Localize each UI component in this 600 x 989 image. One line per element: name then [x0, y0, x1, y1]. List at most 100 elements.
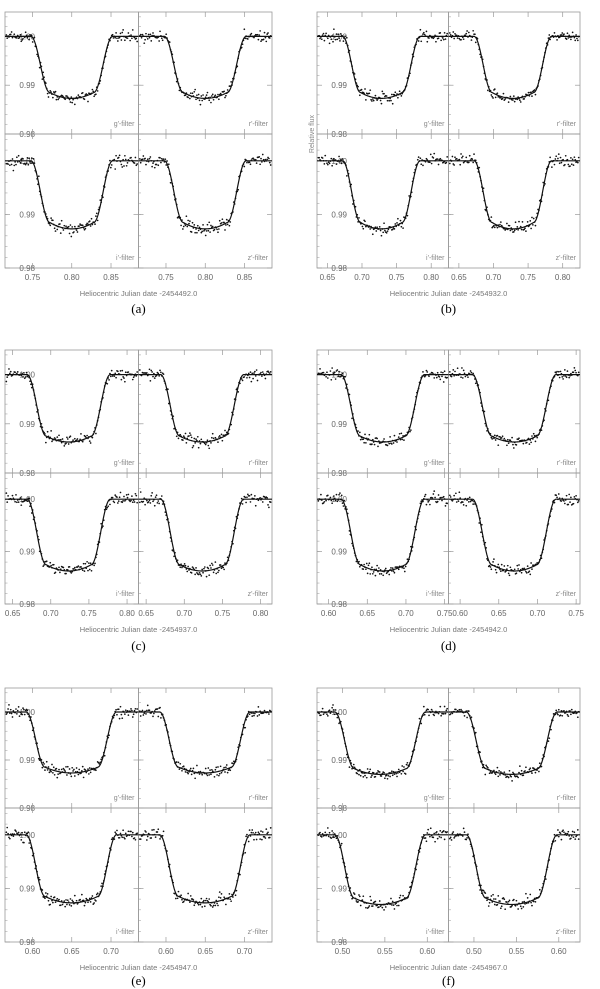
data-point	[449, 836, 452, 839]
model-curve	[5, 834, 139, 904]
chart-block-f: 0.980.991.00g'-filter r'-filter0.980.991.…	[316, 687, 581, 988]
data-point	[189, 220, 191, 222]
data-point	[443, 705, 446, 708]
data-point	[66, 438, 69, 440]
data-point	[331, 502, 333, 505]
filter-label: z'-filter	[248, 255, 269, 262]
data-point	[69, 435, 72, 438]
data-point	[449, 496, 452, 498]
data-point	[16, 37, 18, 39]
data-point	[199, 442, 202, 445]
data-point	[43, 564, 45, 566]
data-point	[338, 155, 340, 158]
data-point	[214, 768, 217, 771]
data-point	[47, 766, 50, 768]
data-point	[555, 155, 558, 158]
data-point	[199, 573, 202, 576]
data-point	[384, 777, 386, 780]
data-point	[160, 161, 162, 164]
data-point	[81, 765, 84, 768]
y-tick-label: 0.98	[331, 264, 347, 273]
data-point	[383, 92, 385, 95]
y-tick-label: 0.98	[331, 804, 347, 813]
data-points	[5, 154, 139, 238]
data-point	[152, 162, 154, 164]
data-point	[470, 716, 473, 719]
data-point	[422, 371, 424, 373]
data-point	[249, 163, 252, 166]
data-point	[440, 39, 442, 42]
data-point	[121, 31, 124, 34]
data-point	[256, 33, 259, 36]
data-point	[465, 156, 468, 159]
data-point	[557, 713, 559, 716]
data-point	[198, 773, 201, 775]
data-point	[126, 496, 129, 499]
data-point	[133, 374, 136, 377]
data-point	[143, 42, 146, 45]
data-point	[330, 38, 333, 41]
data-point	[439, 378, 442, 381]
data-point	[574, 838, 577, 840]
data-point	[451, 712, 454, 715]
data-point	[461, 156, 463, 159]
data-point	[331, 367, 333, 369]
panel-g-filter: 0.980.991.00g'-filter	[316, 11, 449, 139]
data-point	[206, 439, 209, 442]
data-point	[435, 376, 438, 379]
data-point	[122, 376, 124, 378]
data-point	[26, 156, 29, 159]
data-point	[462, 827, 465, 830]
data-point	[533, 434, 536, 437]
data-point	[436, 837, 439, 840]
data-point	[443, 370, 446, 373]
data-point	[81, 569, 84, 572]
data-point	[482, 889, 485, 892]
data-point	[339, 40, 341, 42]
data-point	[106, 506, 109, 509]
data-point	[196, 435, 199, 438]
data-point	[89, 901, 92, 903]
data-point	[450, 839, 453, 841]
data-point	[529, 220, 532, 222]
data-point	[454, 32, 456, 35]
data-point	[121, 836, 124, 839]
data-point	[400, 225, 403, 228]
data-point	[82, 899, 85, 902]
data-point	[507, 776, 510, 779]
data-point	[187, 565, 189, 568]
data-point	[518, 771, 520, 774]
data-point	[85, 223, 88, 226]
data-point	[388, 99, 391, 102]
data-point	[567, 37, 570, 39]
data-point	[404, 565, 407, 568]
data-point	[7, 495, 9, 497]
data-point	[365, 562, 368, 565]
data-point	[319, 368, 321, 370]
data-point	[422, 33, 424, 35]
data-point	[370, 98, 372, 101]
data-point	[126, 162, 129, 164]
data-point	[564, 502, 566, 505]
data-point	[157, 164, 160, 167]
data-point	[326, 827, 329, 829]
data-point	[52, 766, 55, 769]
data-point	[369, 573, 372, 575]
data-point	[520, 907, 523, 910]
data-point	[459, 163, 462, 166]
data-point	[324, 154, 327, 157]
data-point	[504, 908, 507, 911]
data-point	[73, 775, 76, 777]
data-point	[148, 157, 151, 160]
data-point	[379, 99, 382, 102]
data-point	[551, 166, 553, 168]
panel-z-filter: 0.50 0.55 0.60z'-filter	[448, 807, 581, 956]
data-point	[570, 713, 572, 716]
data-point	[331, 830, 333, 832]
y-tick-label: 0.99	[331, 884, 347, 893]
data-point	[378, 572, 381, 575]
data-point	[116, 37, 118, 40]
data-point	[501, 435, 504, 438]
data-point	[334, 709, 337, 711]
data-points	[5, 368, 139, 447]
